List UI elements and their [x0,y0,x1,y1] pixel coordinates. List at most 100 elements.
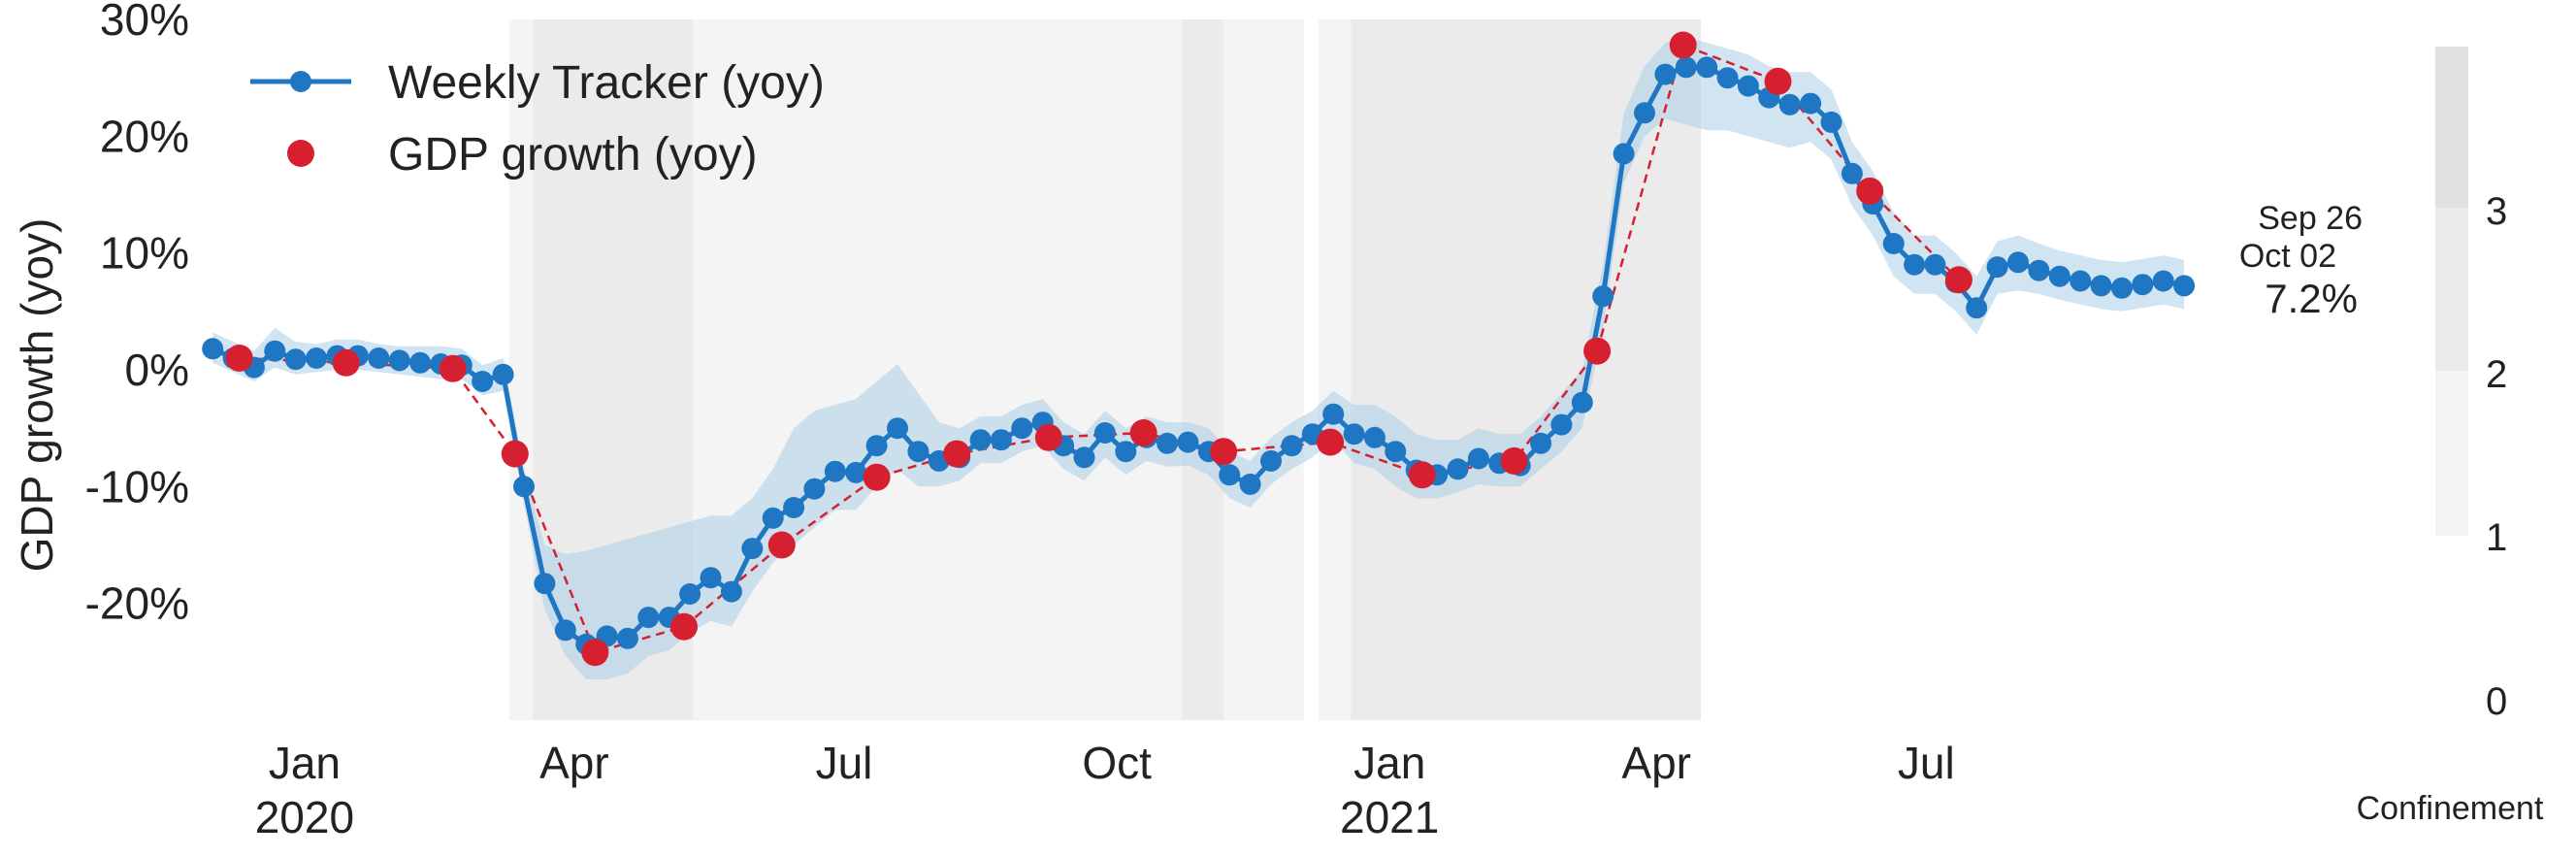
gdp-point-6 [767,531,796,559]
tracker-point-31 [845,461,867,483]
confinement-period-2 [693,19,1183,720]
tracker-point-26 [741,538,764,560]
tracker-point-47 [1177,431,1199,453]
tracker-point-57 [1385,441,1407,463]
x-tick-label-4: Jan [1353,738,1425,788]
y-axis: 30% 20% 10% 0% -10% -20% [85,0,189,629]
tracker-point-68 [1613,143,1635,165]
tracker-point-67 [1592,285,1614,308]
end-annotation: Sep 26 Oct 02 7.2% [2239,200,2363,321]
tracker-point-87 [2007,251,2029,274]
gdp-point-11 [1210,438,1238,466]
tracker-point-69 [1634,102,1655,124]
gdp-point-4 [581,639,609,667]
tracker-point-94 [2152,270,2174,292]
gdp-point-16 [1669,31,1697,59]
tracker-point-56 [1363,426,1386,448]
tracker-point-95 [2173,275,2196,297]
tracker-point-32 [865,435,888,457]
legend: Weekly Tracker (yoy) GDP growth (yoy) [250,57,825,181]
tracker-point-16 [534,573,556,595]
tracker-point-9 [388,349,410,372]
y-tick-label-3: 0% [125,345,189,395]
colorbar-segment-2 [2435,208,2468,371]
tracker-point-39 [1011,417,1033,440]
legend-tracker-marker-icon [290,71,311,92]
colorbar: 0 1 2 3 Confinement [2357,47,2544,827]
confinement-period-0 [508,19,534,720]
colorbar-tick-0: 0 [2486,680,2507,723]
gdp-point-14 [1500,446,1528,475]
y-axis-title: GDP growth (yoy) [12,218,62,573]
confidence-band [212,37,2185,679]
tracker-point-33 [887,417,908,440]
tracker-point-64 [1530,432,1552,454]
x-tick-label-1: Apr [539,738,609,788]
tracker-point-55 [1343,423,1365,445]
tracker-point-10 [409,351,432,374]
gdp-point-3 [501,440,529,468]
tracker-point-13 [472,371,494,392]
tracker-point-76 [1778,93,1801,115]
tracker-point-74 [1737,75,1759,97]
y-tick-label-5: -20% [85,578,189,629]
tracker-point-79 [1841,162,1863,184]
confinement-period-4 [1223,19,1304,720]
gdp-point-18 [1856,177,1884,205]
tracker-point-86 [1986,256,2008,279]
gdp-point-1 [332,348,360,377]
tracker-point-24 [700,567,722,589]
tracker-point-81 [1882,233,1905,254]
gdp-point-13 [1408,461,1436,489]
tracker-point-60 [1447,458,1469,480]
tracker-point-15 [513,476,535,498]
confinement-period-3 [1182,19,1224,720]
tracker-point-83 [1924,253,1946,276]
gdp-point-10 [1129,419,1158,446]
tracker-point-29 [803,478,826,500]
tracker-point-0 [202,338,224,360]
tracker-point-28 [783,497,805,518]
y-tick-label-1: 20% [100,111,189,161]
y-tick-label-0: 30% [100,0,189,45]
tracker-point-8 [368,347,390,369]
tracker-point-46 [1157,432,1179,454]
tracker-point-21 [637,607,660,629]
tracker-point-88 [2028,259,2050,281]
gdp-point-5 [670,612,698,641]
annotation-date-label: Oct 02 [2239,238,2336,275]
tracker-point-44 [1115,441,1137,463]
tracker-point-52 [1281,435,1303,457]
colorbar-tick-2: 2 [2486,353,2507,396]
tracker-point-3 [264,340,286,362]
legend-entry-gdp: GDP growth (yoy) [287,129,758,181]
gdp-point-7 [863,463,891,491]
tracker-point-54 [1322,403,1345,425]
tracker-point-73 [1716,67,1739,89]
gdp-point-8 [943,440,971,468]
colorbar-tick-3: 3 [2486,190,2507,233]
annotation-value-label: 7.2% [2265,276,2358,321]
x-tick-label-2: Jul [816,738,873,788]
tracker-point-91 [2090,275,2112,297]
tracker-point-92 [2110,277,2133,299]
tracker-point-42 [1073,446,1095,469]
tracker-point-93 [2132,274,2154,296]
tracker-point-5 [306,347,328,369]
tracker-point-14 [492,363,514,385]
tracker-point-89 [2048,265,2071,287]
x-tick-label-6: Jul [1898,738,1955,788]
tracker-point-17 [554,619,576,642]
legend-label-gdp: GDP growth (yoy) [388,129,758,181]
tracker-point-27 [762,507,784,529]
x-tick-label-5: Apr [1621,738,1691,788]
tracker-point-4 [284,348,307,371]
gdp-point-15 [1583,337,1612,365]
gdp-point-9 [1034,423,1062,451]
tracker-point-82 [1904,253,1926,276]
y-tick-label-2: 10% [100,228,189,279]
tracker-point-77 [1800,92,1822,115]
gdp-markers [225,31,1973,667]
